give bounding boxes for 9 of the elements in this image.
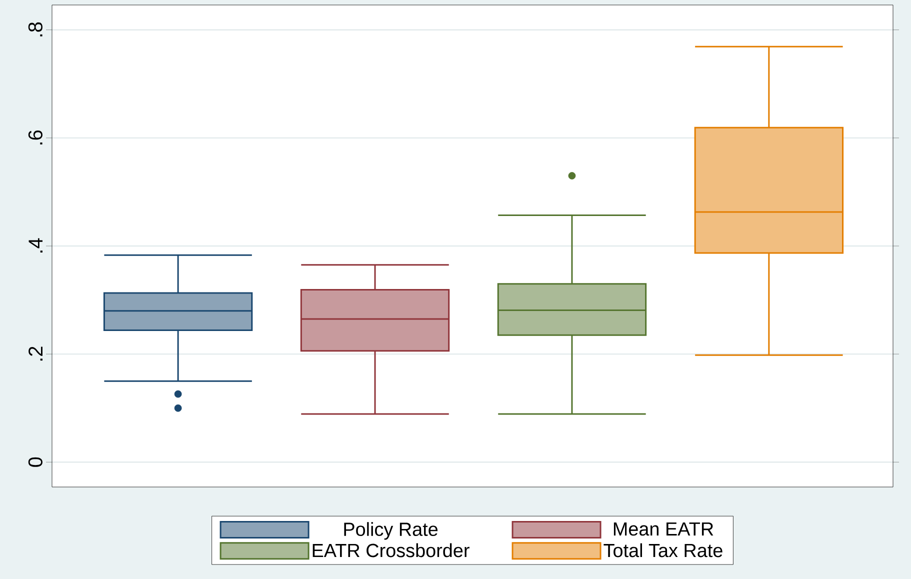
legend-label: Policy Rate (344, 522, 438, 540)
y-tick-label: .4 (28, 238, 42, 252)
y-tick-label: .6 (28, 130, 42, 144)
legend-label: Mean EATR (614, 522, 714, 536)
y-tick-label: 0 (28, 457, 42, 467)
y-tick-label: .8 (28, 22, 42, 36)
y-tick-label: .2 (28, 346, 42, 361)
legend-label: Total Tax Rate (604, 543, 722, 558)
legend-label: EATR Crossborder (312, 543, 470, 558)
